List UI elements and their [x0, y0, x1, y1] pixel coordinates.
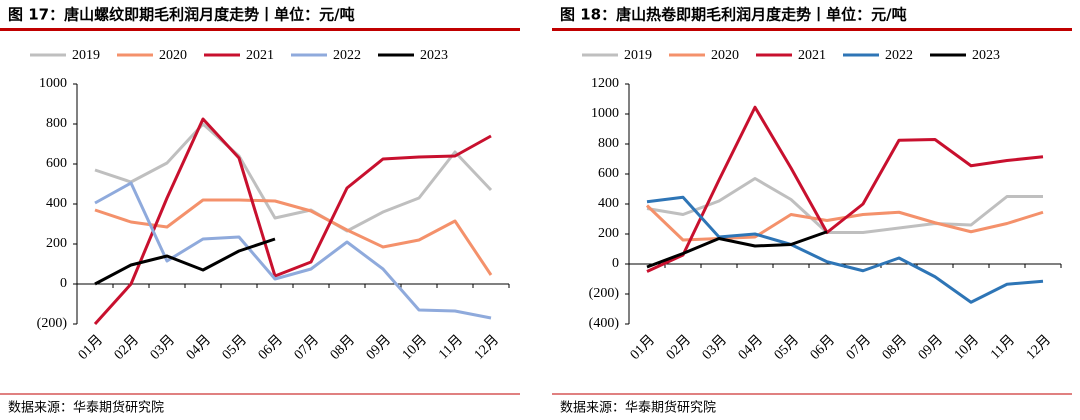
y-tick-label: 0 — [60, 276, 67, 291]
y-tick-label: 800 — [46, 116, 67, 131]
chart-title: 图 17：唐山螺纹即期毛利润月度走势丨单位：元/吨 — [8, 6, 355, 24]
legend-label: 2021 — [798, 48, 826, 63]
y-tick-label: 200 — [46, 236, 67, 251]
source-note: 数据来源：华泰期货研究院 — [8, 400, 164, 416]
chart-title: 图 18：唐山热卷即期毛利润月度走势丨单位：元/吨 — [560, 6, 907, 24]
x-tick-label: 06月 — [255, 332, 286, 363]
x-tick-label: 01月 — [627, 332, 658, 363]
series-line — [94, 122, 493, 233]
x-tick-label: 04月 — [183, 332, 214, 363]
series-line — [94, 237, 276, 286]
series-line — [94, 181, 492, 320]
x-tick-label: 10月 — [399, 332, 430, 363]
y-tick-label: (200) — [589, 286, 620, 301]
y-tick-label: 800 — [598, 136, 619, 151]
x-tick-label: 06月 — [807, 332, 838, 363]
legend-label: 2023 — [420, 48, 448, 63]
y-tick-label: 400 — [46, 196, 67, 211]
legend-label: 2023 — [972, 48, 1000, 63]
x-tick-label: 11月 — [435, 332, 466, 363]
x-tick-label: 01月 — [75, 332, 106, 363]
legend-label: 2022 — [333, 48, 361, 63]
series-line — [646, 177, 1043, 234]
x-tick-label: 09月 — [915, 332, 946, 363]
x-tick-label: 03月 — [699, 332, 730, 363]
y-tick-label: 1000 — [39, 76, 67, 91]
legend-label: 2020 — [711, 48, 739, 63]
y-tick-label: 600 — [598, 166, 619, 181]
x-tick-label: 09月 — [363, 332, 394, 363]
y-tick-label: 600 — [46, 156, 67, 171]
legend-label: 2019 — [72, 48, 100, 63]
x-tick-label: 02月 — [663, 332, 694, 363]
y-tick-label: 1200 — [591, 76, 619, 91]
x-tick-label: 05月 — [219, 332, 250, 363]
series-line — [646, 195, 1044, 304]
x-tick-label: 04月 — [735, 332, 766, 363]
series-line — [646, 230, 828, 269]
y-tick-label: (200) — [37, 316, 68, 331]
x-tick-label: 11月 — [987, 332, 1018, 363]
x-tick-label: 02月 — [111, 332, 142, 363]
y-tick-label: 0 — [612, 256, 619, 271]
legend-label: 2021 — [246, 48, 274, 63]
x-tick-label: 08月 — [879, 332, 910, 363]
x-tick-label: 05月 — [771, 332, 802, 363]
y-tick-label: 400 — [598, 196, 619, 211]
y-tick-label: 200 — [598, 226, 619, 241]
x-tick-label: 12月 — [1023, 332, 1054, 363]
legend-label: 2020 — [159, 48, 187, 63]
legend-label: 2019 — [624, 48, 652, 63]
x-tick-label: 10月 — [951, 332, 982, 363]
series-line — [646, 105, 1044, 273]
x-tick-label: 07月 — [291, 332, 322, 363]
x-tick-label: 12月 — [471, 332, 502, 363]
series-line — [93, 117, 492, 326]
x-tick-label: 08月 — [327, 332, 358, 363]
title-rule — [552, 28, 1072, 31]
y-tick-label: (400) — [589, 316, 620, 331]
x-tick-label: 03月 — [147, 332, 178, 363]
source-note: 数据来源：华泰期货研究院 — [560, 400, 716, 416]
title-rule — [0, 28, 520, 31]
series-line — [94, 198, 493, 276]
y-tick-label: 1000 — [591, 106, 619, 121]
legend-label: 2022 — [885, 48, 913, 63]
x-tick-label: 07月 — [843, 332, 874, 363]
